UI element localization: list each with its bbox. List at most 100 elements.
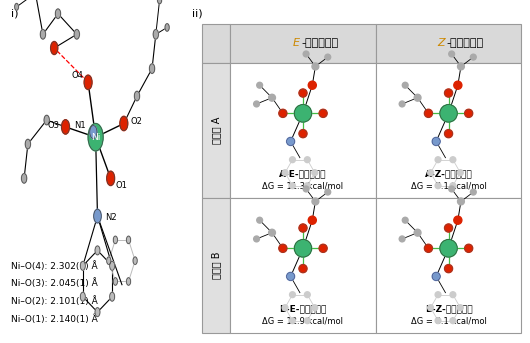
Circle shape (289, 318, 295, 323)
Circle shape (304, 183, 310, 189)
Circle shape (325, 189, 331, 195)
Text: B-E-エノラート: B-E-エノラート (279, 304, 326, 313)
Circle shape (287, 272, 295, 281)
Circle shape (471, 189, 476, 195)
Circle shape (454, 216, 462, 224)
Circle shape (289, 157, 295, 163)
Circle shape (81, 261, 85, 270)
Text: N1: N1 (74, 121, 86, 130)
Circle shape (61, 120, 69, 134)
Circle shape (304, 157, 310, 163)
Circle shape (149, 64, 155, 73)
Circle shape (432, 272, 440, 281)
Circle shape (471, 54, 476, 60)
Circle shape (81, 292, 85, 301)
Text: B-Z-エノラート: B-Z-エノラート (425, 304, 472, 313)
Text: O2: O2 (130, 117, 142, 126)
Circle shape (110, 261, 114, 270)
Text: N2: N2 (105, 213, 117, 222)
Text: Ni–O(4): 2.302(1) Å: Ni–O(4): 2.302(1) Å (11, 261, 98, 271)
Circle shape (449, 51, 455, 57)
Circle shape (165, 24, 169, 31)
Circle shape (95, 308, 100, 317)
Text: Ni–O(3): 2.045(1) Å: Ni–O(3): 2.045(1) Å (11, 279, 98, 288)
Circle shape (465, 109, 473, 117)
Circle shape (435, 157, 441, 163)
Circle shape (40, 29, 46, 39)
Bar (376, 63, 522, 198)
Circle shape (127, 236, 130, 244)
Text: Ni–O(2): 2.101(1) Å: Ni–O(2): 2.101(1) Å (11, 296, 98, 306)
Circle shape (445, 224, 453, 232)
Circle shape (55, 9, 60, 19)
Circle shape (107, 171, 114, 186)
Circle shape (303, 186, 309, 192)
Circle shape (269, 94, 276, 101)
Circle shape (90, 126, 97, 139)
Circle shape (450, 157, 456, 163)
Circle shape (254, 236, 260, 242)
Circle shape (445, 130, 453, 138)
Circle shape (299, 130, 307, 138)
Text: i): i) (11, 9, 19, 19)
Circle shape (113, 236, 118, 244)
Circle shape (308, 81, 316, 89)
Circle shape (303, 51, 309, 57)
Circle shape (428, 305, 434, 311)
Circle shape (84, 75, 92, 90)
Circle shape (279, 109, 287, 117)
Text: O4: O4 (72, 71, 84, 80)
Circle shape (399, 236, 405, 242)
Text: ΔG = 8.1 kcal/mol: ΔG = 8.1 kcal/mol (411, 316, 487, 326)
Circle shape (289, 292, 295, 298)
Circle shape (51, 42, 58, 55)
Text: O3: O3 (48, 121, 60, 130)
Circle shape (457, 170, 463, 176)
Circle shape (135, 91, 139, 101)
Bar (376, 24, 522, 63)
Text: モード B: モード B (211, 251, 221, 279)
Circle shape (440, 239, 457, 257)
Circle shape (94, 209, 101, 223)
Circle shape (279, 244, 287, 252)
Circle shape (308, 216, 316, 224)
Circle shape (294, 105, 312, 122)
Text: O1: O1 (115, 181, 127, 190)
Circle shape (450, 292, 456, 298)
Circle shape (450, 183, 456, 189)
Circle shape (445, 264, 453, 273)
Circle shape (282, 170, 288, 176)
Text: A-E-エノラート: A-E-エノラート (279, 169, 327, 178)
Bar (201, 63, 230, 198)
Text: モード A: モード A (211, 117, 221, 144)
Circle shape (127, 278, 130, 285)
Circle shape (312, 63, 319, 70)
Circle shape (457, 63, 464, 70)
Circle shape (120, 116, 128, 131)
Circle shape (22, 174, 26, 183)
Text: Ni–O(1): 2.140(1) Å: Ni–O(1): 2.140(1) Å (11, 314, 98, 324)
Circle shape (449, 186, 455, 192)
Circle shape (157, 0, 162, 4)
Circle shape (95, 246, 100, 255)
Circle shape (402, 82, 408, 88)
Text: Z: Z (438, 38, 445, 48)
Text: ΔG = 7.1 kcal/mol: ΔG = 7.1 kcal/mol (411, 181, 487, 190)
Circle shape (15, 3, 19, 10)
Circle shape (133, 257, 137, 264)
Circle shape (435, 183, 441, 189)
Circle shape (110, 292, 114, 301)
Circle shape (414, 229, 421, 236)
Text: E: E (293, 38, 299, 48)
Circle shape (257, 82, 262, 88)
Circle shape (254, 101, 260, 107)
Circle shape (402, 217, 408, 223)
Bar (376, 198, 522, 333)
Circle shape (304, 318, 310, 323)
Text: A-Z-エノラート: A-Z-エノラート (425, 169, 472, 178)
Circle shape (399, 101, 405, 107)
Circle shape (450, 318, 456, 323)
Circle shape (299, 89, 307, 97)
Circle shape (325, 54, 331, 60)
Text: -エノラート: -エノラート (447, 38, 484, 48)
